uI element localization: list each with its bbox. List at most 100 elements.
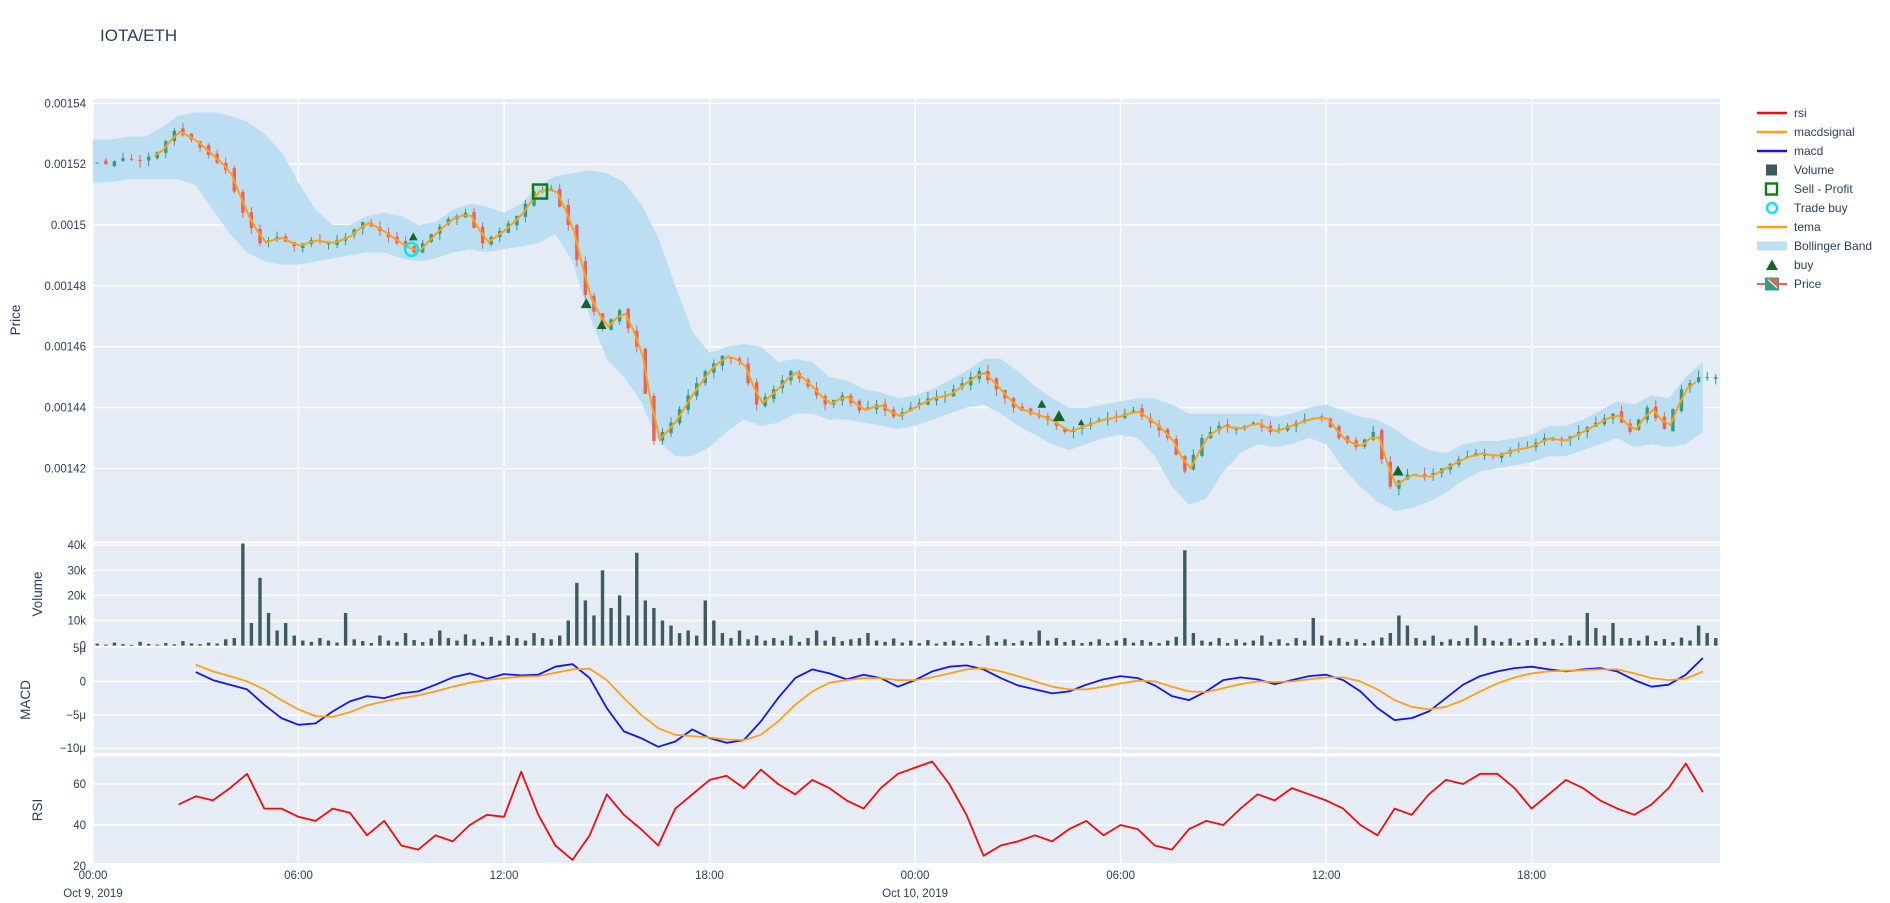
candle-body <box>104 160 108 165</box>
volume-bar <box>891 638 896 646</box>
volume-bar <box>1457 641 1461 646</box>
volume-bar <box>146 643 151 646</box>
volume-bar <box>669 625 673 646</box>
volume-bar <box>455 640 459 646</box>
volume-bar <box>600 570 605 646</box>
legend: rsi macdsignal macd Volume Sell - Profit Trad… <box>1755 103 1872 293</box>
volume-plot[interactable] <box>95 543 1718 646</box>
volume-bar <box>361 641 365 646</box>
buy-marker[interactable] <box>1052 410 1065 422</box>
macdsignal-plot[interactable] <box>195 663 1704 741</box>
volume-bar <box>1508 638 1512 646</box>
volume-bar <box>652 607 656 646</box>
price-plot[interactable] <box>93 112 1718 512</box>
volume-bar <box>1602 635 1607 646</box>
volume-bar <box>232 638 236 646</box>
volume-bar <box>977 644 981 646</box>
volume-bar <box>112 642 117 646</box>
volume-bar <box>832 636 836 646</box>
volume-bar <box>1243 642 1247 646</box>
macdsignal-line-swatch <box>1757 130 1787 133</box>
candle-body <box>1482 454 1487 456</box>
volume-bar <box>1362 643 1367 646</box>
candle-body <box>1217 425 1221 431</box>
trade-buy-marker[interactable] <box>403 241 420 258</box>
volume-bar <box>172 644 177 646</box>
volume-bar <box>463 634 468 646</box>
legend-item-tema[interactable]: tema <box>1755 217 1872 236</box>
volume-bar <box>129 644 134 646</box>
tema-line-swatch <box>1757 225 1787 228</box>
volume-bar <box>583 600 588 646</box>
y-tick-label: 0.00146 <box>44 342 86 354</box>
volume-bar <box>1200 640 1204 646</box>
legend-label: Trade buy <box>1794 200 1848 215</box>
legend-label: rsi <box>1794 105 1807 120</box>
volume-bar <box>1165 640 1170 646</box>
volume-bar <box>849 639 853 646</box>
volume-bar <box>420 642 425 646</box>
buy-marker[interactable] <box>1392 465 1404 476</box>
volume-bar <box>1268 641 1273 646</box>
rsi-panel[interactable] <box>93 756 1720 864</box>
buy-marker[interactable] <box>408 232 418 241</box>
volume-bar <box>301 640 305 646</box>
volume-bar <box>1654 641 1658 646</box>
volume-bar <box>1594 628 1598 646</box>
candle-body <box>326 243 331 245</box>
rsi-plot[interactable] <box>178 760 1704 861</box>
buy-marker[interactable] <box>1077 419 1085 426</box>
legend-item-macdsignal[interactable]: macdsignal <box>1755 122 1872 141</box>
volume-bar <box>823 640 827 646</box>
macd-plot[interactable] <box>195 657 1704 748</box>
macd-line-swatch <box>1757 149 1787 152</box>
volume-bar <box>1628 638 1632 646</box>
sell-profit-swatch-icon <box>1764 181 1779 196</box>
x-tick-label: 06:00 <box>1106 870 1135 882</box>
volume-bar <box>249 623 254 646</box>
volume-bar <box>626 615 630 646</box>
volume-bar <box>909 640 913 646</box>
volume-bar <box>1705 633 1709 646</box>
volume-bar <box>1568 635 1572 646</box>
legend-item-volume[interactable]: Volume <box>1755 160 1872 179</box>
volume-bar <box>754 635 759 646</box>
legend-item-price[interactable]: Price <box>1755 274 1872 293</box>
legend-item-rsi[interactable]: rsi <box>1755 103 1872 122</box>
volume-bar <box>429 638 433 646</box>
volume-bar <box>609 607 613 646</box>
y-tick-label: 0.0015 <box>51 220 86 232</box>
sell-profit-marker[interactable] <box>531 183 549 200</box>
volume-bar <box>1114 640 1119 646</box>
macd-panel[interactable] <box>93 647 1720 754</box>
legend-item-trade-buy[interactable]: Trade buy <box>1755 198 1872 217</box>
legend-item-sell-profit[interactable]: Sell - Profit <box>1755 179 1872 198</box>
volume-bar <box>206 642 211 646</box>
legend-item-buy[interactable]: buy <box>1755 255 1872 274</box>
volume-bar <box>1277 639 1281 646</box>
legend-item-macd[interactable]: macd <box>1755 141 1872 160</box>
candle-body <box>1714 377 1718 379</box>
buy-marker[interactable] <box>596 320 607 330</box>
buy-marker[interactable] <box>1037 399 1047 408</box>
y-tick-label: 0.00144 <box>44 403 86 415</box>
volume-bar <box>1474 625 1478 646</box>
volume-bar <box>986 635 990 646</box>
candle-body <box>1696 377 1701 383</box>
volume-bar <box>806 638 810 646</box>
volume-bar <box>1431 635 1435 646</box>
volume-bar <box>1174 636 1178 646</box>
candle-body <box>737 358 742 362</box>
price-panel[interactable] <box>93 99 1720 542</box>
volume-bar <box>1225 643 1230 646</box>
y-tick-label: 0 <box>80 641 86 653</box>
volume-bar <box>1534 638 1538 646</box>
buy-marker[interactable] <box>580 298 592 309</box>
candle-body <box>1705 377 1709 379</box>
volume-bar <box>1157 643 1161 646</box>
legend-item-bollinger-band[interactable]: Bollinger Band <box>1755 236 1872 255</box>
volume-bar <box>960 643 964 646</box>
volume-bar <box>1551 639 1555 646</box>
